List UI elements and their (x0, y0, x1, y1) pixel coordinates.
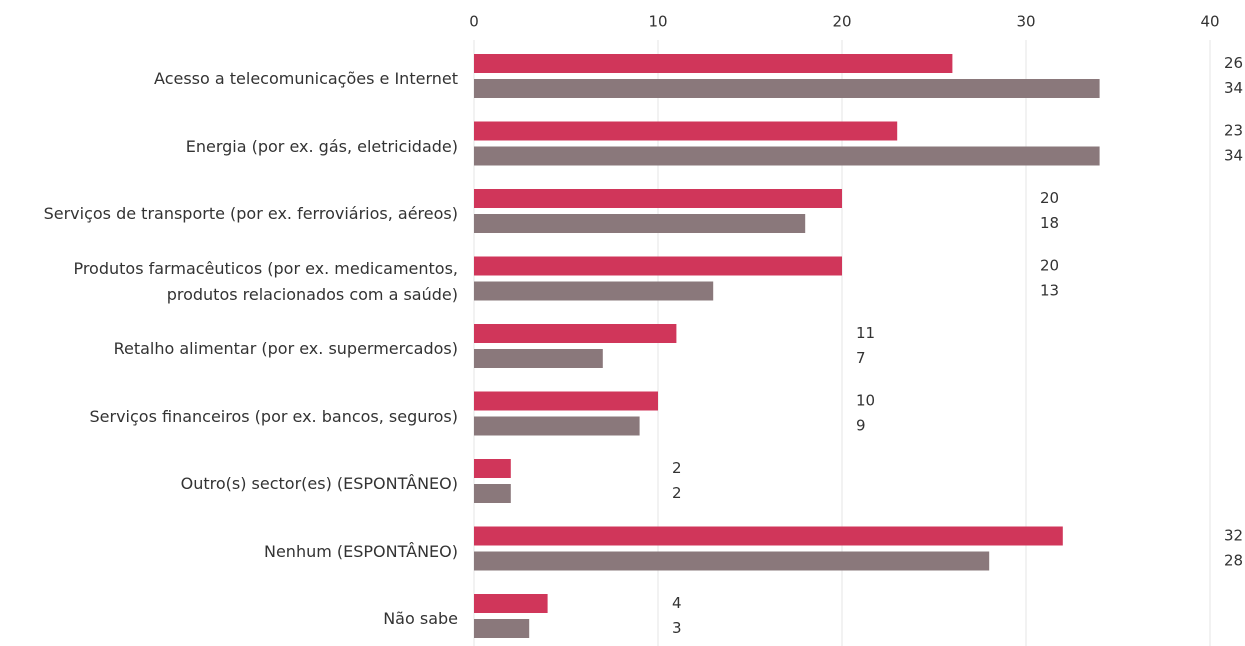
value-label: 18 (1040, 214, 1059, 232)
bar (474, 416, 640, 436)
bar (474, 594, 548, 613)
bar (474, 484, 511, 503)
value-label: 10 (856, 392, 875, 410)
bar (474, 189, 842, 208)
category-label: Serviços financeiros (por ex. bancos, se… (89, 406, 458, 426)
x-tick-label: 0 (469, 13, 479, 31)
value-label: 26 (1224, 54, 1243, 72)
bar (474, 54, 953, 73)
bar (474, 79, 1100, 98)
x-tick-label: 20 (832, 13, 851, 31)
bar (474, 281, 714, 301)
value-label: 34 (1224, 79, 1243, 97)
value-label: 28 (1224, 552, 1243, 570)
value-label: 2 (672, 484, 682, 502)
bar (474, 121, 898, 141)
value-label: 9 (856, 417, 866, 435)
category-label: Não sabe (383, 609, 458, 628)
bar (474, 391, 658, 411)
value-label: 2 (672, 459, 682, 477)
bar (474, 349, 603, 368)
category-label: Outro(s) sector(es) (ESPONTÂNEO) (180, 474, 458, 493)
category-label: Nenhum (ESPONTÂNEO) (263, 541, 458, 561)
value-label: 7 (856, 349, 866, 367)
x-tick-label: 40 (1200, 13, 1219, 31)
value-label: 11 (856, 324, 875, 342)
x-tick-label: 30 (1016, 13, 1035, 31)
value-label: 4 (672, 594, 682, 612)
value-label: 3 (672, 619, 682, 637)
bar (474, 526, 1063, 546)
bar (474, 324, 677, 343)
bar (474, 214, 806, 233)
x-tick-label: 10 (648, 13, 667, 31)
value-label: 20 (1040, 257, 1059, 275)
bar (474, 146, 1100, 166)
value-label: 13 (1040, 282, 1059, 300)
bar (474, 459, 511, 478)
value-label: 32 (1224, 527, 1243, 545)
value-label: 34 (1224, 147, 1243, 165)
value-label: 20 (1040, 189, 1059, 207)
bar (474, 256, 842, 276)
category-label: Acesso a telecomunicações e Internet (154, 69, 458, 88)
category-label: Energia (por ex. gás, eletricidade) (185, 136, 458, 156)
bar (474, 619, 530, 638)
value-label: 23 (1224, 122, 1243, 140)
category-label: Retalho alimentar (por ex. supermercados… (113, 339, 458, 358)
category-label: Serviços de transporte (por ex. ferroviá… (43, 204, 458, 223)
category-label: Produtos farmacêuticos (por ex. medicame… (73, 258, 458, 304)
bar (474, 551, 990, 571)
